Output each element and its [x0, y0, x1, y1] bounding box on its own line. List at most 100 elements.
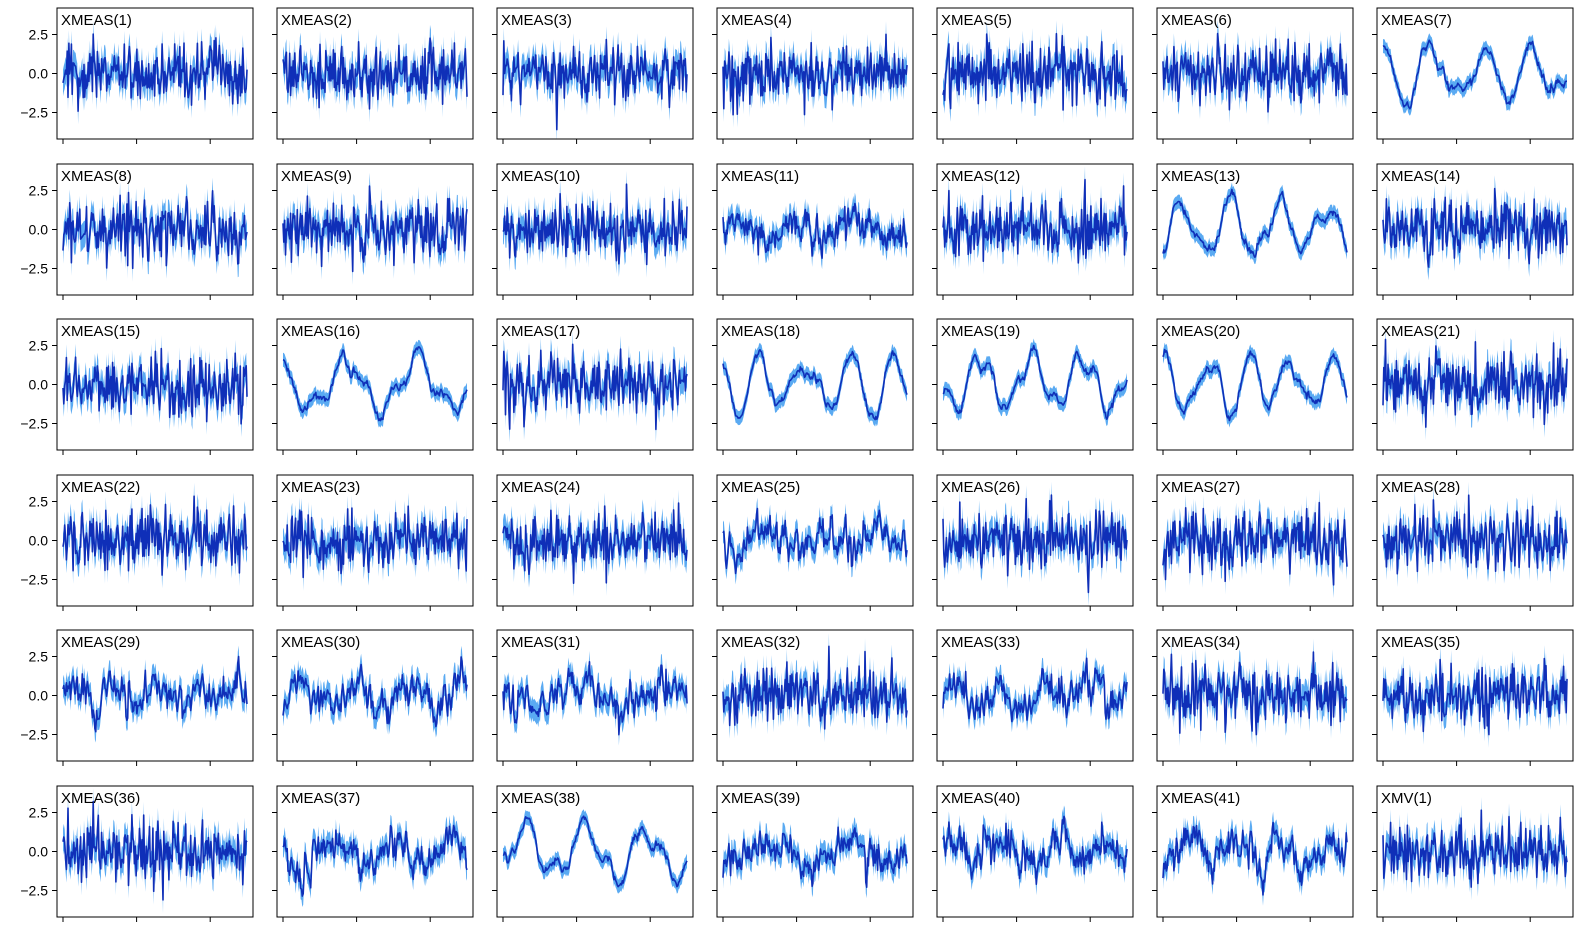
- panel-title: XMEAS(32): [721, 634, 800, 651]
- series-line: [722, 507, 908, 575]
- uncertainty-band: [723, 816, 907, 899]
- panel-title: XMEAS(13): [1161, 168, 1240, 185]
- series-line: [1162, 188, 1348, 258]
- panel: XMEAS(25): [712, 474, 914, 611]
- uncertainty-band: [63, 645, 247, 743]
- series-line: [502, 502, 688, 585]
- panel: XMEAS(33): [932, 629, 1134, 766]
- panel: XMEAS(19): [932, 318, 1134, 455]
- y-tick-label: −2.5: [20, 726, 48, 742]
- series-line: [942, 657, 1128, 723]
- panel-title: XMEAS(16): [281, 323, 360, 340]
- uncertainty-band: [943, 481, 1127, 606]
- series-line: [1162, 821, 1348, 896]
- series-line: [62, 347, 248, 425]
- series-line: [722, 348, 908, 421]
- panel: XMEAS(2): [272, 7, 474, 144]
- series-line: [62, 655, 248, 733]
- panel: XMEAS(16): [272, 318, 474, 455]
- series-line: [1382, 187, 1568, 268]
- y-tick-label: −2.5: [20, 415, 48, 431]
- panel-title: XMEAS(39): [721, 790, 800, 807]
- panel: 2.5 0.0 −2.5 XMEAS(8): [20, 163, 254, 300]
- series-line: [282, 37, 468, 110]
- panel-title: XMEAS(3): [501, 12, 572, 29]
- panel-title: XMEAS(27): [1161, 479, 1240, 496]
- panel-title: XMEAS(22): [61, 479, 140, 496]
- panel-title: XMEAS(6): [1161, 12, 1232, 29]
- y-tick-label: −2.5: [20, 104, 48, 120]
- series-line: [1382, 809, 1568, 888]
- panel-title: XMEAS(31): [501, 634, 580, 651]
- uncertainty-band: [283, 645, 467, 738]
- series-line: [942, 494, 1128, 594]
- panel: XMEAS(11): [712, 163, 914, 300]
- panel-title: XMEAS(30): [281, 634, 360, 651]
- y-tick-label: 2.5: [29, 338, 49, 354]
- panel-title: XMEAS(19): [941, 323, 1020, 340]
- panel-title: XMEAS(21): [1381, 323, 1460, 340]
- panel: XMEAS(27): [1152, 474, 1354, 611]
- panel: XMEAS(34): [1152, 629, 1354, 766]
- series-line: [282, 346, 468, 422]
- panel: XMEAS(23): [272, 474, 474, 611]
- panel-title: XMEAS(34): [1161, 634, 1240, 651]
- y-tick-label: 0.0: [29, 66, 49, 82]
- panel-title: XMEAS(1): [61, 12, 132, 29]
- panel: XMEAS(24): [492, 474, 694, 611]
- panel-title: XMEAS(40): [941, 790, 1020, 807]
- y-tick-label: −2.5: [20, 571, 48, 587]
- panel: XMEAS(10): [492, 163, 694, 300]
- panel-title: XMEAS(9): [281, 168, 352, 185]
- uncertainty-band: [503, 26, 687, 139]
- series-line: [1162, 348, 1348, 422]
- panel: XMEAS(17): [492, 318, 694, 455]
- panel: XMEAS(30): [272, 629, 474, 766]
- y-tick-label: 2.5: [29, 494, 49, 510]
- y-tick-label: 0.0: [29, 844, 49, 860]
- series-line: [62, 800, 248, 901]
- series-line: [502, 815, 688, 888]
- y-tick-label: 2.5: [29, 27, 49, 43]
- uncertainty-band: [1383, 33, 1567, 116]
- y-tick-label: −2.5: [20, 260, 48, 276]
- uncertainty-band: [943, 647, 1127, 733]
- panel: 2.5 0.0 −2.5 XMEAS(29): [20, 629, 254, 766]
- series-line: [722, 33, 908, 116]
- series-line: [722, 202, 908, 260]
- panel: XMV(1): [1372, 785, 1574, 922]
- series-line: [1382, 39, 1567, 110]
- panel: XMEAS(37): [272, 785, 474, 922]
- series-line: [1382, 494, 1568, 575]
- series-line: [942, 32, 1128, 111]
- panel: XMEAS(40): [932, 785, 1134, 922]
- series-line: [502, 343, 688, 431]
- series-line: [722, 826, 908, 889]
- panel: XMEAS(12): [932, 163, 1134, 300]
- panel-title: XMEAS(24): [501, 479, 580, 496]
- series-line: [502, 660, 688, 736]
- panel: XMEAS(9): [272, 163, 474, 300]
- series-line: [722, 645, 908, 730]
- panel: XMEAS(4): [712, 7, 914, 144]
- series-line: [1162, 651, 1348, 736]
- uncertainty-band: [1383, 645, 1567, 748]
- series-line: [282, 656, 468, 728]
- panel: 2.5 0.0 −2.5 XMEAS(15): [20, 318, 254, 455]
- panel: XMEAS(3): [492, 7, 694, 144]
- panel-title: XMEAS(17): [501, 323, 580, 340]
- series-line: [942, 178, 1128, 264]
- panel: XMEAS(14): [1372, 163, 1574, 300]
- uncertainty-band: [1383, 326, 1567, 441]
- panel-title: XMEAS(37): [281, 790, 360, 807]
- panel-title: XMEAS(23): [281, 479, 360, 496]
- panel: 2.5 0.0 −2.5 XMEAS(22): [20, 474, 254, 611]
- uncertainty-band: [943, 805, 1127, 896]
- uncertainty-band: [503, 809, 687, 894]
- series-line: [502, 38, 688, 131]
- panel: XMEAS(5): [932, 7, 1134, 144]
- panel: XMEAS(6): [1152, 7, 1354, 144]
- panel: XMEAS(20): [1152, 318, 1354, 455]
